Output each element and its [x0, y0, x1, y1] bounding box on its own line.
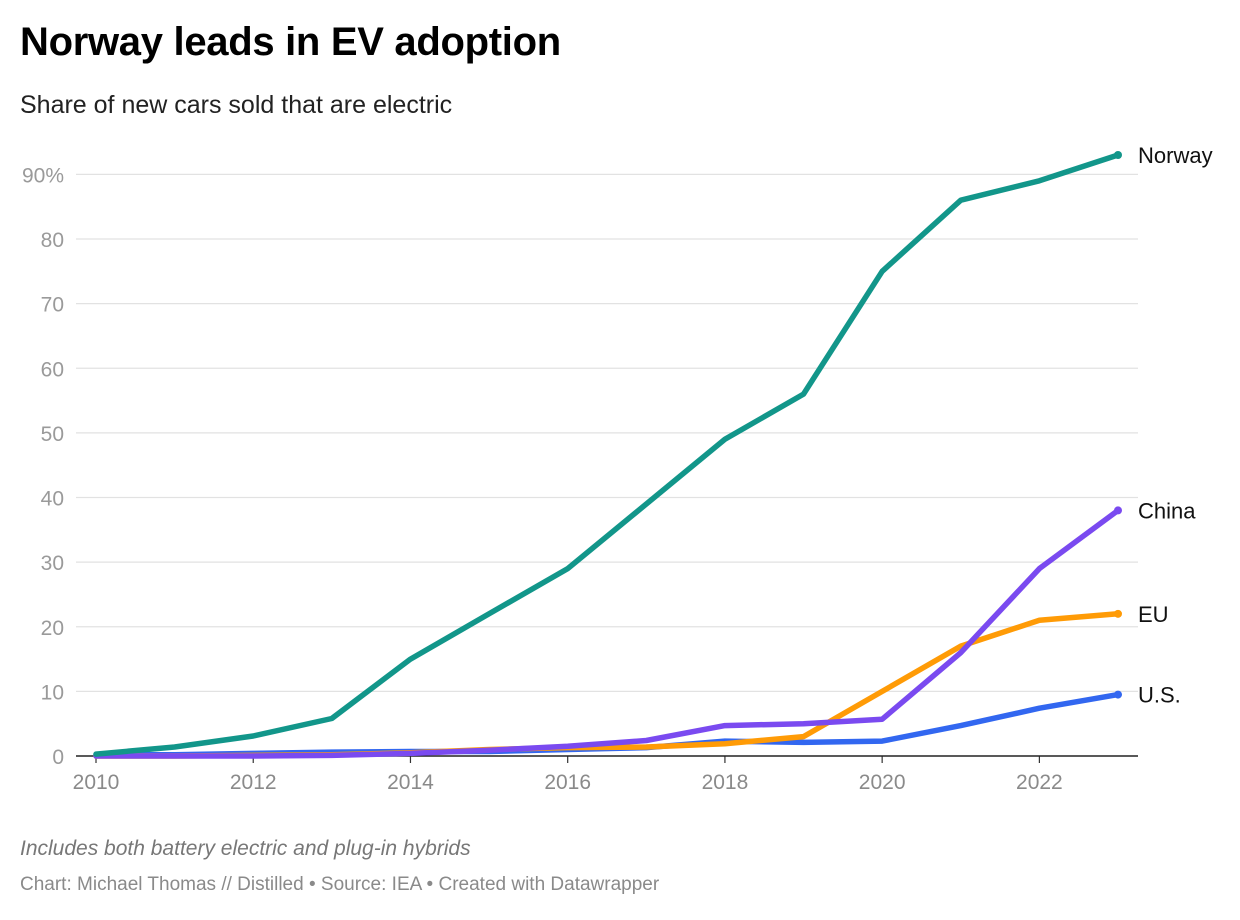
y-tick-label: 90%: [22, 164, 64, 187]
x-axis-ticks: 2010 2012 2014 2016 2018 2020 2022: [73, 756, 1063, 794]
series-label: China: [1138, 498, 1196, 523]
credit-separator: •: [426, 874, 434, 895]
credit-source: Source: IEA: [320, 874, 422, 895]
series-line-china: [93, 507, 1121, 759]
series-line-norway: [93, 152, 1121, 757]
series-end-point: [1114, 506, 1122, 515]
chart-title: Norway leads in EV adoption: [20, 20, 561, 64]
chart-subtitle: Share of new cars sold that are electric: [20, 91, 453, 119]
series-lines: [93, 151, 1122, 759]
credit-author: Chart: Michael Thomas // Distilled: [20, 874, 304, 895]
chart-note: Includes both battery electric and plug-…: [20, 837, 471, 860]
series-label: U.S.: [1138, 683, 1181, 708]
x-tick-label: 2020: [859, 771, 906, 794]
series-end-point: [1114, 609, 1122, 618]
y-tick-label: 30: [41, 552, 64, 575]
x-tick-label: 2012: [230, 771, 277, 794]
y-tick-label: 50: [41, 423, 64, 446]
chart-credit: Chart: Michael Thomas // Distilled • Sou…: [20, 874, 659, 896]
y-tick-label: 0: [52, 746, 64, 769]
x-tick-label: 2022: [1016, 771, 1063, 794]
y-tick-label: 70: [41, 294, 64, 317]
y-tick-label: 10: [41, 681, 64, 704]
x-tick-label: 2014: [387, 771, 434, 794]
y-tick-label: 40: [41, 488, 64, 511]
series-label: Norway: [1138, 143, 1213, 168]
y-tick-label: 60: [41, 358, 64, 381]
y-tick-label: 20: [41, 617, 64, 640]
series-labels: U.S. EU China Norway: [1138, 143, 1213, 708]
x-tick-label: 2016: [544, 771, 591, 794]
series-end-point: [1114, 690, 1122, 699]
series-label: EU: [1138, 602, 1169, 627]
y-tick-label: 80: [41, 229, 64, 252]
x-tick-label: 2010: [73, 771, 120, 794]
x-tick-label: 2018: [702, 771, 749, 794]
series-end-point: [1114, 151, 1122, 159]
gridlines: [76, 173, 1138, 692]
credit-separator: •: [308, 874, 316, 895]
credit-tool: Created with Datawrapper: [438, 874, 660, 895]
y-axis-ticks: 0 10 20 30 40 50 60 70 80 90%: [22, 164, 64, 769]
